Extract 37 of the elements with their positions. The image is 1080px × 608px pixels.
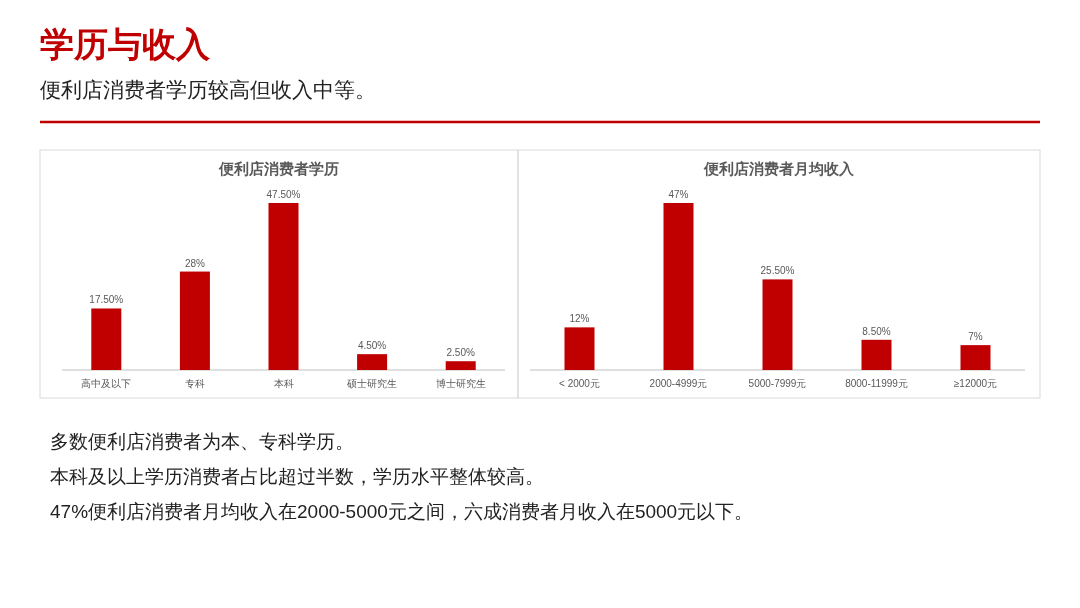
x-tick-label: < 2000元: [559, 378, 600, 389]
x-tick-label: ≥12000元: [953, 378, 998, 389]
bar: [357, 354, 388, 370]
bar: [861, 339, 892, 370]
bar: [268, 203, 299, 370]
data-label: 2.50%: [446, 347, 475, 359]
data-label: 4.50%: [357, 340, 387, 352]
text: 47%便利店消费者月均收入在2000-5000元之间，六成消费者月收入在5000元以下。: [50, 501, 754, 522]
data-label: 25.50%: [760, 265, 795, 277]
x-tick-label: 本科: [273, 378, 294, 389]
chart-title: 便利店消费者学历: [218, 160, 339, 177]
data-label: 8.50%: [862, 325, 891, 337]
data-label: 47.50%: [266, 189, 301, 200]
text: 学历与收入: [40, 25, 211, 63]
bar: [179, 271, 210, 370]
text: 本科及以上学历消费者占比超过半数，学历水平整体较高。: [50, 466, 544, 487]
x-tick-label: 2000-4999元: [649, 378, 708, 389]
chart-title: 便利店消费者月均收入: [703, 160, 855, 177]
data-label: 12%: [569, 313, 590, 325]
x-tick-label: 8000-11999元: [845, 378, 908, 389]
bar: [564, 327, 595, 370]
bar: [960, 345, 991, 370]
x-tick-label: 5000-7999元: [748, 378, 807, 389]
x-tick-label: 硕士研究生: [346, 378, 398, 389]
data-label: 28%: [184, 257, 206, 269]
x-tick-label: 高中及以下: [81, 378, 132, 389]
data-label: 47%: [668, 189, 689, 200]
bar: [663, 203, 694, 370]
data-label: 17.50%: [89, 294, 124, 306]
x-tick-label: 专科: [184, 378, 205, 389]
data-label: 7%: [968, 331, 983, 343]
text: 便利店消费者学历较高但收入中等。: [40, 78, 376, 101]
bar: [91, 308, 122, 370]
bar: [445, 361, 476, 370]
text: 多数便利店消费者为本、专科学历。: [50, 431, 354, 452]
bar: [762, 279, 793, 370]
x-tick-label: 博士研究生: [435, 378, 486, 389]
